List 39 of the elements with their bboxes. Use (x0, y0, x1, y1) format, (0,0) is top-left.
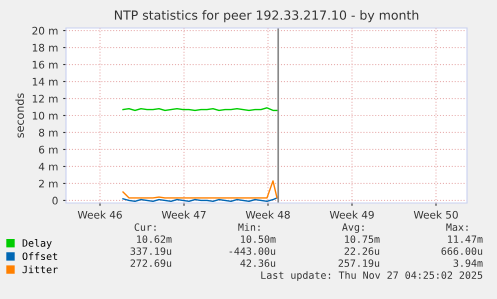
y-axis-title: seconds (15, 93, 24, 138)
y-tick-label: 20 m (32, 26, 58, 35)
y-tick-label: 6 m (39, 146, 58, 154)
text: 42.36u (240, 259, 276, 267)
text: Cur: (134, 223, 156, 231)
legend-label: Delay (22, 239, 52, 249)
y-tick-label: 14 m (32, 78, 58, 86)
y-tick-label: 4 m (38, 162, 58, 170)
text: 10.50m (241, 235, 276, 243)
chart-title: NTP statistics for peer 192.33.217.10 - by month (114, 10, 418, 22)
y-tick-label: 8 m (38, 128, 58, 137)
text: Min: (238, 223, 260, 231)
x-tick-label: Week 46 (78, 210, 122, 219)
text: 666.00u (442, 247, 482, 255)
y-tick-label: 18 m (32, 44, 58, 52)
text: 272.69u (130, 259, 172, 267)
legend-label: Offset (22, 252, 58, 260)
text: Avg: (342, 223, 364, 233)
x-tick-label: Week 47 (162, 210, 206, 219)
y-tick-label: 10 m (32, 112, 58, 120)
y-tick-label: 16 m (32, 60, 58, 69)
text: Max: (446, 223, 468, 231)
text: 11.47m (448, 235, 483, 243)
text: 257.19u (338, 259, 380, 267)
text: 22.26u (344, 247, 380, 255)
text: 10.75m (345, 235, 380, 243)
text: 3.94m (454, 259, 483, 267)
y-tick-label: 0 (52, 196, 58, 205)
text: -443.00u (230, 247, 276, 255)
x-tick-label: Week 49 (330, 210, 374, 219)
text: 10.62m (137, 235, 172, 243)
line-series (122, 180, 278, 199)
x-tick-label: Week 48 (246, 210, 290, 219)
legend-label: Jitter (22, 266, 58, 274)
y-tick-label: 2 m (39, 180, 58, 188)
text: 337.19u (130, 247, 172, 255)
y-tick-label: 12 m (32, 94, 58, 102)
x-tick-label: Week 50 (414, 210, 458, 219)
text: Last update: Thu Nov 27 04:25:02 2025 (261, 271, 482, 281)
